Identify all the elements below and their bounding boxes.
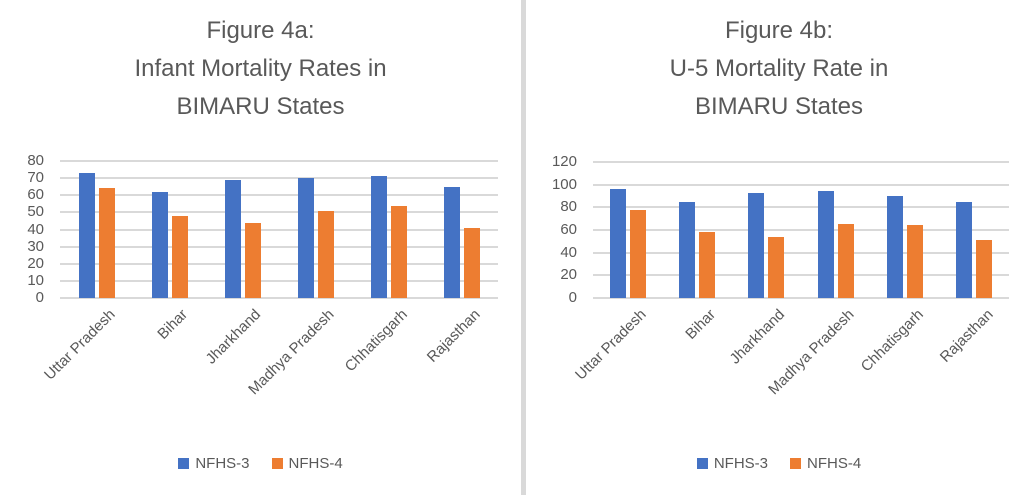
legend-item-nfhs-3: NFHS-3 bbox=[696, 455, 768, 472]
bar-nfhs-3-rajasthan bbox=[956, 201, 973, 298]
y-tick-label: 40 bbox=[27, 220, 44, 238]
y-tick-label: 50 bbox=[27, 203, 44, 221]
plot-area-figure-4b bbox=[593, 161, 1009, 299]
bar-nfhs-3-chhatisgarh bbox=[370, 176, 387, 298]
legend-figure-4b: NFHS-3 NFHS-4 bbox=[527, 455, 1031, 472]
bar-nfhs-4-chhatisgarh bbox=[907, 225, 923, 298]
gridline bbox=[60, 228, 498, 231]
gridline bbox=[593, 297, 1009, 299]
y-tick-label: 100 bbox=[551, 175, 577, 193]
title-line: BIMARU States bbox=[176, 93, 345, 120]
legend-swatch-nfhs-3-icon bbox=[696, 458, 708, 469]
title-line: Figure 4b: bbox=[724, 17, 834, 44]
legend-swatch-nfhs-4-icon bbox=[790, 458, 801, 469]
bar-nfhs-4-jharkhand bbox=[768, 236, 785, 298]
plot-area-figure-4a bbox=[60, 160, 498, 299]
bar-nfhs-4-uttar-pradesh bbox=[98, 188, 115, 298]
bar-nfhs-3-madhya-pradesh bbox=[817, 191, 834, 298]
title-line: U-5 Mortality Rate in bbox=[669, 55, 889, 82]
y-tick-label: 20 bbox=[27, 254, 44, 272]
bar-nfhs-4-madhya-pradesh bbox=[837, 224, 854, 298]
title-line: Figure 4a: bbox=[206, 17, 315, 44]
bar-nfhs-3-chhatisgarh bbox=[887, 196, 903, 298]
bar-nfhs-4-bihar bbox=[171, 215, 188, 298]
y-tick-label: 60 bbox=[27, 186, 44, 204]
bar-nfhs-4-jharkhand bbox=[244, 222, 261, 298]
bar-nfhs-3-uttar-pradesh bbox=[78, 173, 95, 298]
legend-item-nfhs-4: NFHS-4 bbox=[790, 455, 861, 472]
gridline bbox=[60, 297, 498, 299]
y-tick-label: 80 bbox=[27, 152, 44, 169]
bar-nfhs-3-madhya-pradesh bbox=[297, 178, 314, 298]
gridline bbox=[60, 160, 498, 162]
gridline bbox=[60, 245, 498, 248]
legend-swatch-nfhs-4-icon bbox=[271, 458, 283, 469]
y-tick-label: 0 bbox=[35, 289, 44, 306]
bar-nfhs-4-chhatisgarh bbox=[390, 205, 407, 298]
bar-nfhs-4-uttar-pradesh bbox=[629, 209, 646, 298]
gridline bbox=[60, 279, 498, 282]
gridline bbox=[60, 262, 498, 265]
gridline bbox=[60, 177, 498, 180]
y-tick-label: 20 bbox=[560, 266, 577, 284]
chart-title-figure-4b: Figure 4b: U-5 Mortality Rate in BIMARU … bbox=[527, 12, 1031, 126]
title-line: BIMARU States bbox=[694, 93, 864, 120]
legend-label-nfhs-4: NFHS-4 bbox=[807, 455, 862, 472]
bar-nfhs-3-jharkhand bbox=[748, 192, 765, 298]
chart-panel-figure-4b: Figure 4b: U-5 Mortality Rate in BIMARU … bbox=[527, 0, 1031, 495]
gridline bbox=[593, 251, 1009, 254]
panel-divider bbox=[521, 0, 526, 495]
legend-swatch-nfhs-3-icon bbox=[178, 458, 190, 469]
y-tick-label: 120 bbox=[551, 153, 577, 170]
legend-figure-4a: NFHS-3 NFHS-4 bbox=[0, 455, 521, 472]
y-tick-label: 80 bbox=[560, 198, 577, 216]
gridline bbox=[593, 161, 1009, 163]
y-tick-label: 60 bbox=[560, 221, 577, 238]
y-tick-label: 0 bbox=[568, 289, 577, 306]
gridline bbox=[593, 183, 1009, 186]
bar-nfhs-3-rajasthan bbox=[443, 186, 460, 298]
y-tick-label: 30 bbox=[27, 237, 44, 255]
legend-label-nfhs-4: NFHS-4 bbox=[288, 455, 343, 472]
chart-panel-figure-4a: Figure 4a: Infant Mortality Rates in BIM… bbox=[0, 12, 521, 472]
gridline bbox=[60, 211, 498, 214]
bar-nfhs-4-rajasthan bbox=[976, 240, 993, 298]
gridline bbox=[593, 206, 1009, 209]
legend-item-nfhs-3: NFHS-3 bbox=[178, 455, 250, 472]
bar-nfhs-3-bihar bbox=[679, 201, 695, 298]
gridline bbox=[60, 194, 498, 197]
bar-nfhs-4-rajasthan bbox=[463, 227, 480, 298]
chart-title-figure-4a: Figure 4a: Infant Mortality Rates in BIM… bbox=[0, 12, 521, 126]
y-tick-label: 40 bbox=[560, 243, 577, 261]
bar-nfhs-3-uttar-pradesh bbox=[609, 189, 626, 298]
y-tick-label: 70 bbox=[27, 169, 44, 187]
legend-label-nfhs-3: NFHS-3 bbox=[713, 455, 768, 472]
gridline bbox=[593, 229, 1009, 231]
x-category-label-anchor: Rajasthan bbox=[764, 306, 997, 366]
y-axis-labels-figure-4a: 0 10 20 30 40 50 60 70 80 bbox=[27, 152, 44, 306]
bar-nfhs-3-bihar bbox=[151, 191, 168, 298]
bar-nfhs-3-jharkhand bbox=[224, 179, 241, 298]
bar-nfhs-4-madhya-pradesh bbox=[317, 210, 334, 298]
title-line: Infant Mortality Rates in bbox=[134, 55, 387, 82]
legend-label-nfhs-3: NFHS-3 bbox=[195, 455, 250, 472]
x-category-label-rajasthan: Rajasthan bbox=[936, 306, 997, 366]
y-tick-label: 10 bbox=[27, 271, 44, 289]
y-axis-labels-figure-4b: 0 20 40 60 80 100 120 bbox=[527, 0, 1031, 495]
bar-nfhs-4-bihar bbox=[699, 232, 715, 298]
gridline bbox=[593, 274, 1009, 277]
legend-item-nfhs-4: NFHS-4 bbox=[271, 455, 343, 472]
